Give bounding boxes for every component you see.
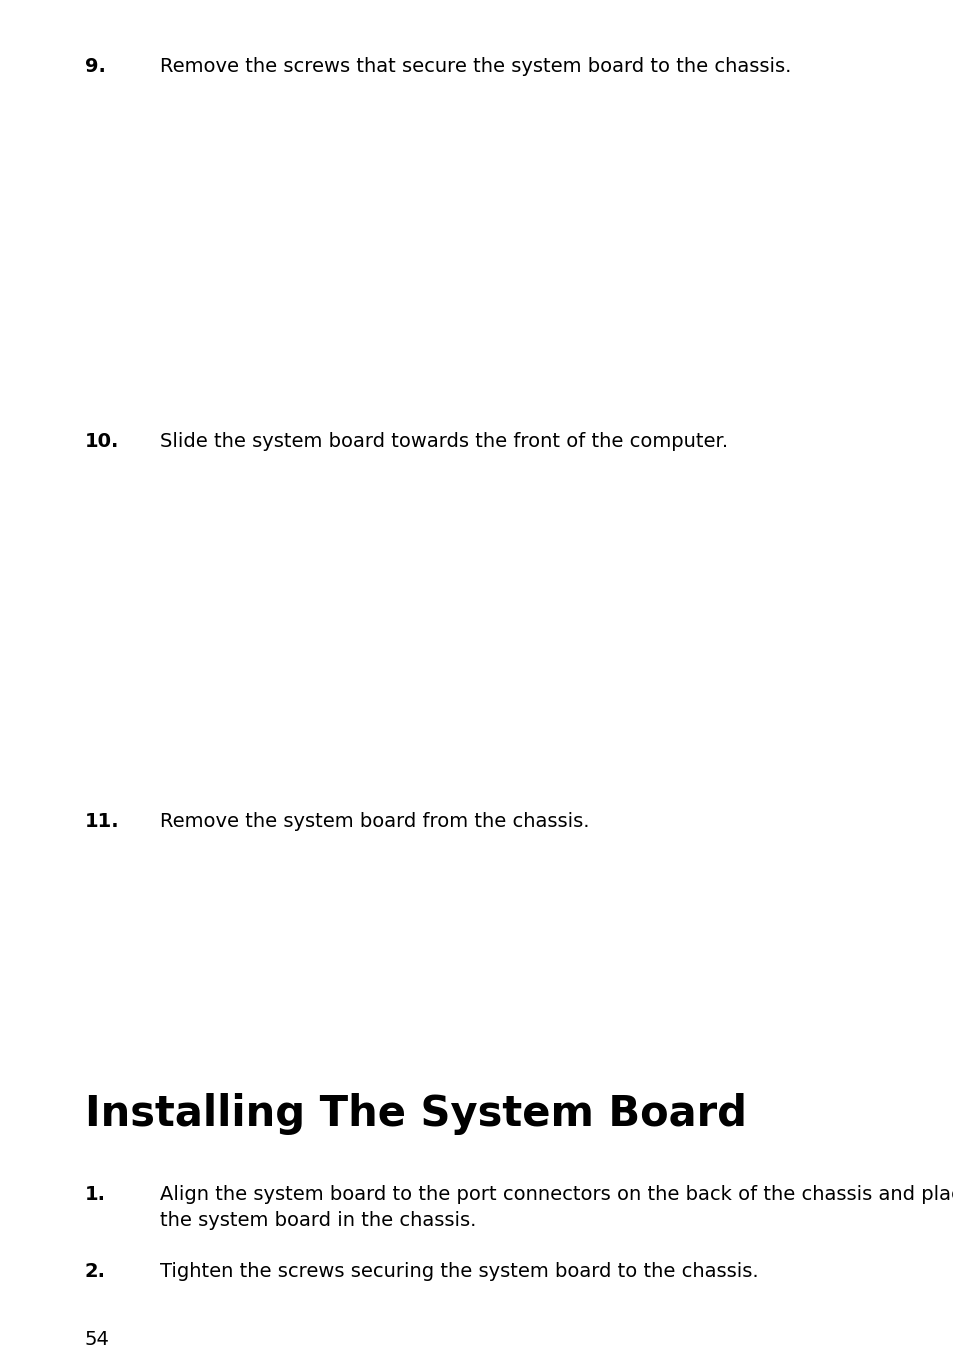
Bar (324, 464, 629, 746)
Text: Tighten the screws securing the system board to the chassis.: Tighten the screws securing the system b… (160, 1262, 758, 1281)
Text: Align the system board to the port connectors on the back of the chassis and pla: Align the system board to the port conne… (160, 1184, 953, 1231)
Text: 9.: 9. (85, 57, 106, 76)
Text: Remove the screws that secure the system board to the chassis.: Remove the screws that secure the system… (160, 57, 791, 76)
Text: 54: 54 (85, 1330, 110, 1350)
Text: Remove the system board from the chassis.: Remove the system board from the chassis… (160, 811, 589, 831)
Text: Installing The System Board: Installing The System Board (85, 1093, 746, 1135)
Text: Slide the system board towards the front of the computer.: Slide the system board towards the front… (160, 432, 727, 451)
Text: 10.: 10. (85, 432, 119, 451)
Bar (324, 852, 629, 1108)
Bar (324, 89, 629, 372)
Text: 1.: 1. (85, 1184, 106, 1203)
Text: 11.: 11. (85, 811, 119, 831)
Text: 2.: 2. (85, 1262, 106, 1281)
